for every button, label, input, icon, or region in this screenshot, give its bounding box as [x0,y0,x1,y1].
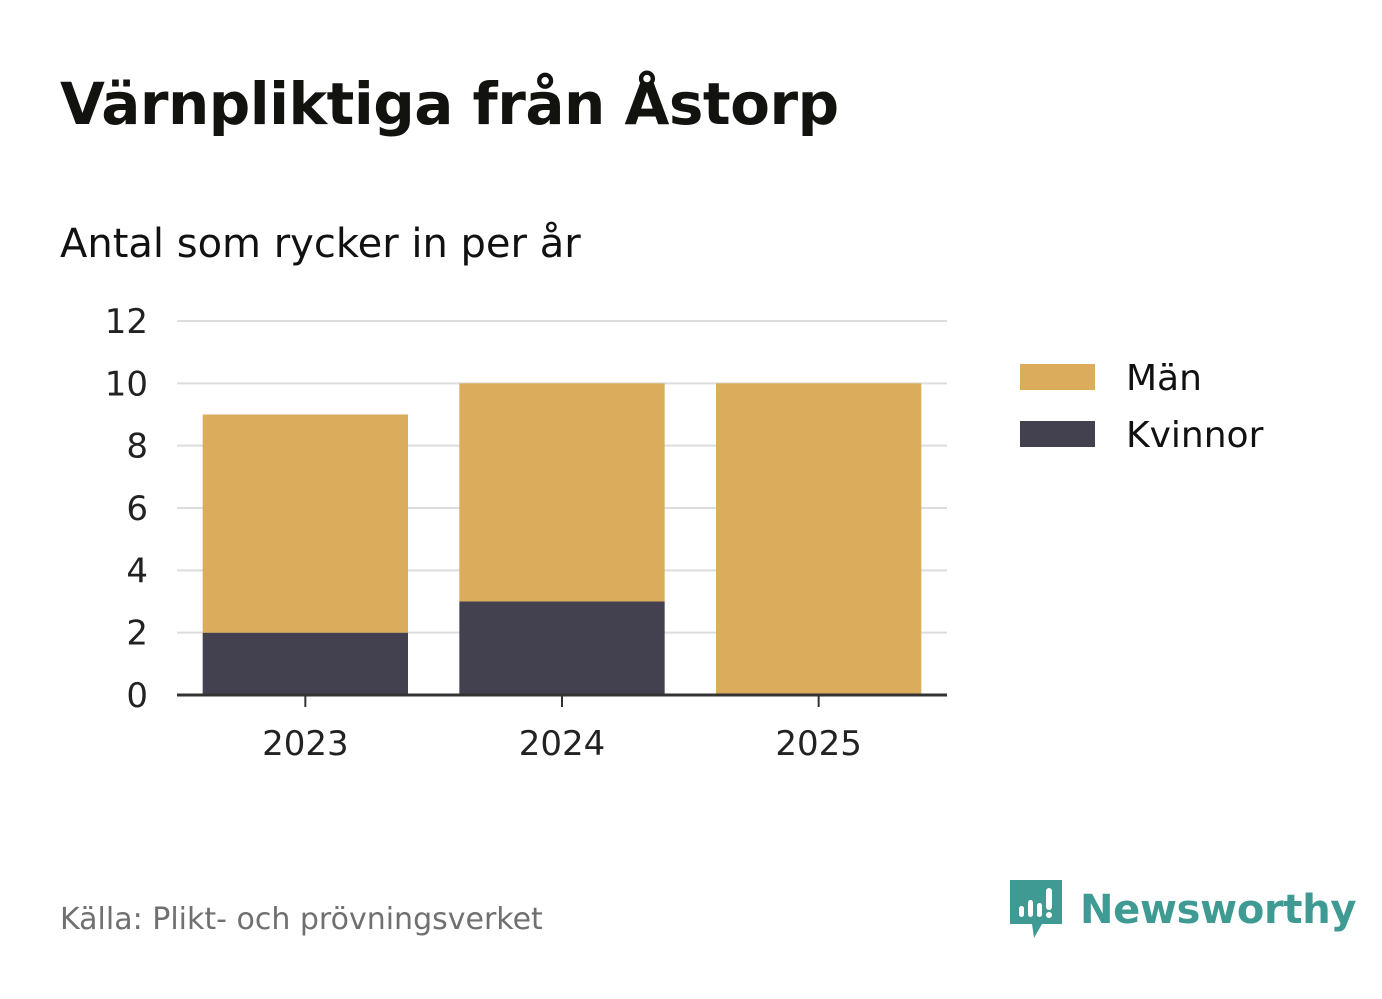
x-tick-label: 2024 [519,724,606,764]
y-tick-label: 10 [105,364,148,404]
chart-subtitle: Antal som rycker in per år [60,221,581,267]
brand-name: Newsworthy [1080,887,1357,933]
x-tick-label: 2023 [262,724,349,764]
newsworthy-logo-icon [1010,880,1062,938]
y-tick-label: 0 [126,676,148,716]
x-tick-label: 2025 [775,724,862,764]
bar-kvinnor-2023 [202,632,408,695]
bar-kvinnor-2024 [459,601,665,695]
legend-label: Män [1126,358,1202,399]
legend-label: Kvinnor [1126,415,1264,456]
bar-m-n-2024 [459,383,665,602]
source-note: Källa: Plikt- och prövningsverket [60,902,543,937]
bar-chart: 0 2 4 6 8 10 12 2023 2024 2025 Män Kvinnor [105,302,1264,764]
bar-m-n-2023 [202,414,408,633]
y-tick-label: 8 [126,427,148,467]
y-tick-label: 12 [105,302,148,342]
legend-swatch-kvinnor [1020,421,1095,447]
chart-title: Värnpliktiga från Åstorp [60,70,839,138]
y-tick-label: 4 [126,551,148,591]
y-tick-label: 2 [126,614,148,654]
brand: Newsworthy [1010,880,1357,940]
legend-swatch-m-n [1020,364,1095,390]
bar-m-n-2025 [716,383,922,695]
y-tick-label: 6 [126,489,148,529]
